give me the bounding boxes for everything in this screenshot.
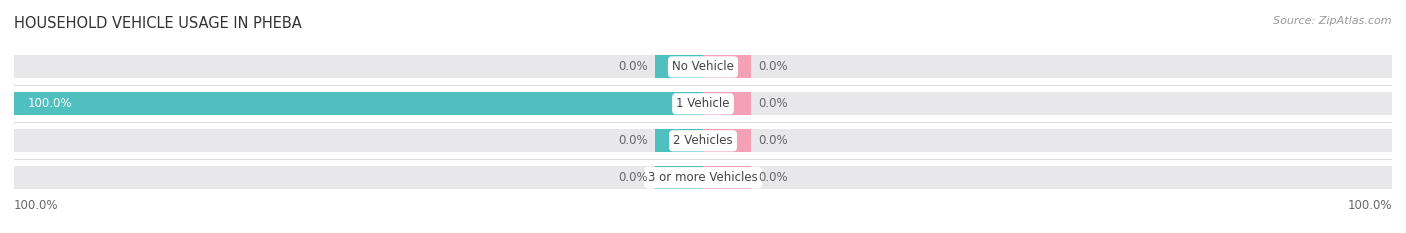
Bar [703,129,751,152]
Text: 0.0%: 0.0% [619,134,648,147]
Bar [655,55,703,78]
Text: 0.0%: 0.0% [758,134,787,147]
Bar [14,93,703,115]
Text: 2 Vehicles: 2 Vehicles [673,134,733,147]
Bar [703,55,751,78]
Bar [14,93,1392,115]
Text: 100.0%: 100.0% [1347,199,1392,212]
Text: Source: ZipAtlas.com: Source: ZipAtlas.com [1274,16,1392,26]
Bar [655,129,703,152]
Bar [655,166,703,189]
Text: 0.0%: 0.0% [758,60,787,73]
Text: 3 or more Vehicles: 3 or more Vehicles [648,171,758,184]
Text: No Vehicle: No Vehicle [672,60,734,73]
Text: 100.0%: 100.0% [14,199,59,212]
Bar [703,166,751,189]
Bar [14,166,1392,189]
Text: 1 Vehicle: 1 Vehicle [676,97,730,110]
Text: 0.0%: 0.0% [758,97,787,110]
Bar [14,55,1392,78]
Text: 100.0%: 100.0% [28,97,72,110]
Text: HOUSEHOLD VEHICLE USAGE IN PHEBA: HOUSEHOLD VEHICLE USAGE IN PHEBA [14,16,302,31]
Text: 0.0%: 0.0% [619,60,648,73]
Text: 0.0%: 0.0% [619,171,648,184]
Bar [14,129,1392,152]
Legend: Owner-occupied, Renter-occupied: Owner-occupied, Renter-occupied [575,229,831,233]
Bar [703,93,751,115]
Text: 0.0%: 0.0% [758,171,787,184]
